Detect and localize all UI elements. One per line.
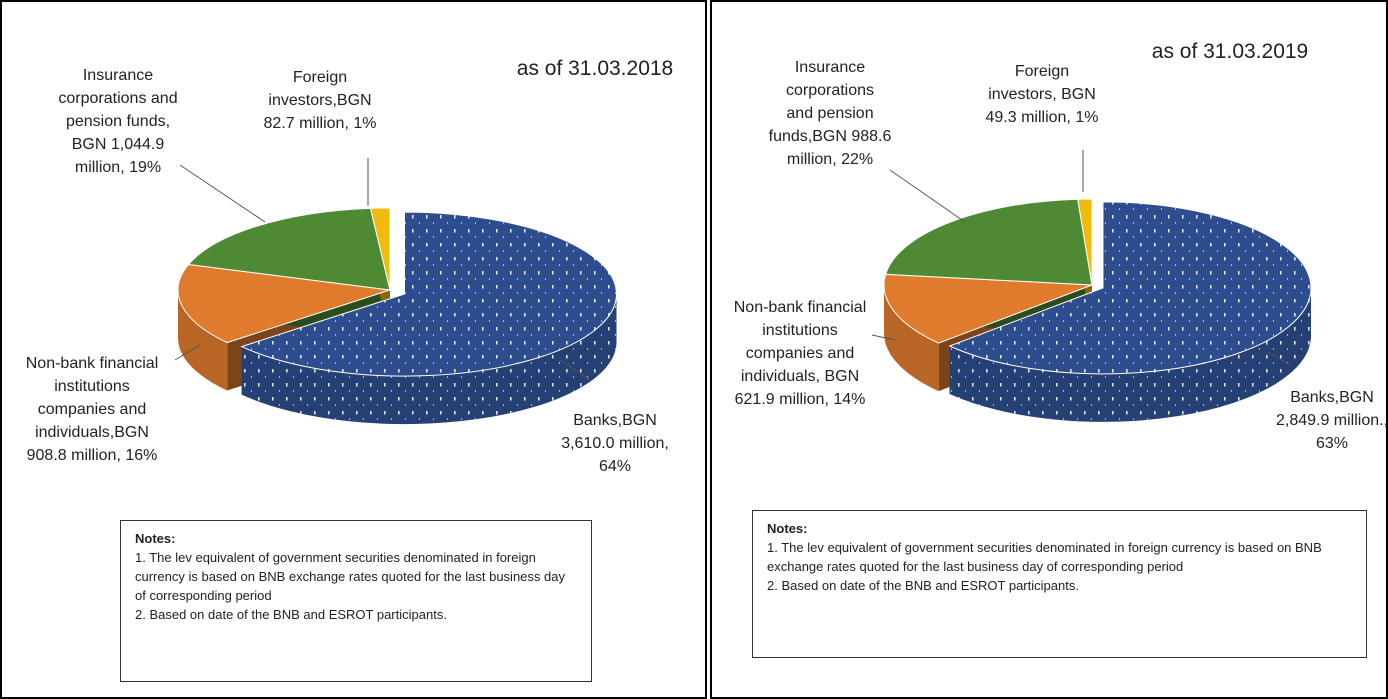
chart-title: as of 31.03.2018 <box>517 57 673 80</box>
leader-line <box>871 334 896 341</box>
data-label-line: Insurance <box>83 67 153 84</box>
data-label-line: 64% <box>599 458 631 475</box>
data-label-line: companies and <box>746 345 855 362</box>
data-label-line: and pension <box>786 105 873 122</box>
data-label-line: million, 19% <box>75 159 161 176</box>
slice-pattern <box>949 201 1311 374</box>
data-label: Foreign investors,BGN 82.7 million, 1% <box>264 69 377 132</box>
data-label-line: 63% <box>1316 435 1348 452</box>
pie-slice <box>883 273 1093 344</box>
data-label-line: investors, BGN <box>988 86 1096 103</box>
data-label-line: investors,BGN <box>268 92 371 109</box>
notes-box: Notes: 1. The lev equivalent of governmen… <box>752 510 1367 658</box>
pie-slice <box>177 263 391 344</box>
data-label-line: 3,610.0 million, <box>561 435 669 452</box>
data-label: Foreign investors, BGN 49.3 million, 1% <box>986 63 1099 126</box>
data-label-line: institutions <box>54 378 130 395</box>
data-label-line: Non-bank financial <box>734 299 867 316</box>
data-label-line: individuals, BGN <box>741 368 859 385</box>
data-label-line: 82.7 million, 1% <box>264 115 377 132</box>
note-item: 1. The lev equivalent of government secu… <box>767 540 1322 574</box>
notes-title: Notes: <box>767 521 808 536</box>
data-label: Non-bank financial institutions companies … <box>26 355 159 464</box>
leader-line <box>559 359 591 381</box>
slice-side-pattern <box>241 294 617 425</box>
note-item: 2. Based on date of the BNB and ESROT pa… <box>135 607 447 622</box>
pie-slice <box>884 198 1093 286</box>
panel-border <box>0 0 707 699</box>
slice-side <box>884 285 939 392</box>
leader-line <box>179 164 266 223</box>
chart-title: as of 31.03.2019 <box>1152 40 1308 63</box>
data-label: Insurance corporations and pension funds,BG… <box>769 59 892 168</box>
data-label-line: Banks,BGN <box>573 412 657 429</box>
note-item: 2. Based on date of the BNB and ESROT pa… <box>767 578 1079 593</box>
data-label-line: million, 22% <box>787 151 873 168</box>
data-label-line: corporations <box>786 82 874 99</box>
data-label-line: Banks,BGN <box>1290 389 1374 406</box>
data-label-line: Foreign <box>293 69 347 86</box>
data-label-line: Foreign <box>1015 63 1069 80</box>
notes-box: Notes: 1. The lev equivalent of governmen… <box>120 520 592 682</box>
data-label: Insurance corporations and pension funds, B… <box>58 67 177 176</box>
pie-slice <box>1077 198 1093 286</box>
data-label-line: 621.9 million, 14% <box>735 391 866 408</box>
leader-line <box>889 169 966 223</box>
pie-slice <box>187 207 391 291</box>
panel-border <box>710 0 1388 699</box>
data-label-line: pension funds, <box>66 113 170 130</box>
data-label-line: 49.3 million, 1% <box>986 109 1099 126</box>
pie-slice <box>369 207 391 291</box>
data-label-line: corporations and <box>58 90 177 107</box>
data-label-line: institutions <box>762 322 838 339</box>
data-label-line: Non-bank financial <box>26 355 159 372</box>
notes-title: Notes: <box>135 531 176 546</box>
data-label-line: individuals,BGN <box>35 424 149 441</box>
data-label-line: 908.8 million, 16% <box>27 447 158 464</box>
leader-line <box>174 344 201 361</box>
slice-side-pattern <box>949 287 1311 422</box>
slice-side <box>178 290 228 391</box>
data-label-line: BGN 1,044.9 <box>72 136 165 153</box>
data-label-line: Insurance <box>795 59 865 76</box>
data-label-line: funds,BGN 988.6 <box>769 128 892 145</box>
note-item: 1. The lev equivalent of government secu… <box>135 550 565 603</box>
data-label-line: companies and <box>38 401 147 418</box>
data-label: Banks,BGN 2,849.9 million., 63% <box>1276 389 1388 452</box>
data-label: Non-bank financial institutions companies … <box>734 299 867 408</box>
data-label-line: 2,849.9 million., <box>1276 412 1388 429</box>
leader-line <box>1267 351 1291 366</box>
data-label: Banks,BGN 3,610.0 million, 64% <box>561 412 669 475</box>
slice-pattern <box>241 212 617 377</box>
